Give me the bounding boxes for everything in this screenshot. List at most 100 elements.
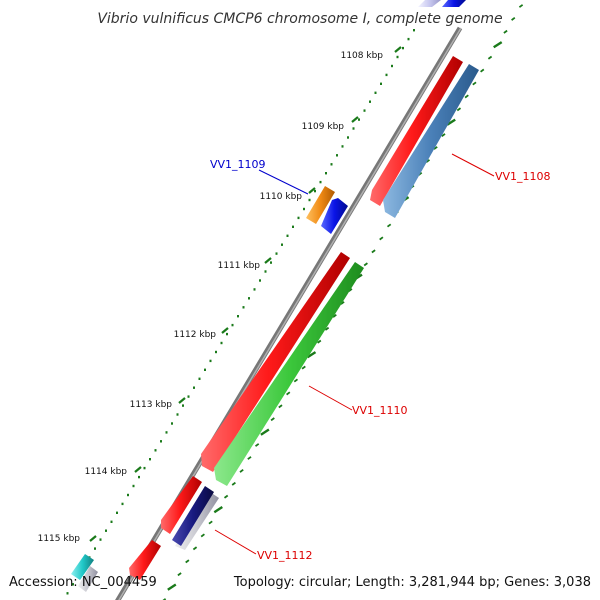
gene-vv1-1112-cds[interactable]: [172, 486, 214, 546]
map-title: Vibrio vulnificus CMCP6 chromosome I, co…: [97, 11, 502, 27]
outer-ring-tick: [301, 365, 306, 370]
ruler-dot: [292, 225, 294, 228]
ruler-dot: [341, 145, 344, 148]
ruler-tick: [394, 46, 402, 53]
ruler-dot: [220, 341, 223, 345]
gene-arrow[interactable]: [383, 64, 479, 218]
leader-line-vv1-1110: [308, 385, 353, 411]
gene-label-vv1-1109[interactable]: VV1_1109: [210, 158, 266, 171]
ruler-dot: [160, 440, 162, 443]
gene-arrow[interactable]: [71, 554, 94, 580]
outer-ring-tick: [213, 505, 223, 514]
gene-vv1-1108[interactable]: [370, 56, 463, 206]
gene-arrow[interactable]: [370, 56, 463, 206]
ruler-dot: [374, 91, 377, 94]
ruler-dot: [253, 288, 256, 291]
gene-label-vv1-1108[interactable]: VV1_1108: [495, 170, 551, 183]
gene-vv1-1108-cds[interactable]: [383, 64, 479, 218]
outer-ring-tick: [162, 598, 167, 600]
ruler-dot: [132, 484, 135, 488]
gene-vv1-1109-upstream[interactable]: [306, 186, 335, 224]
leader-line-vv1-1109: [258, 169, 309, 195]
ruler-dot: [204, 368, 206, 371]
outer-ring-tick: [511, 16, 516, 21]
ruler-dot: [281, 243, 283, 246]
outer-ring-tick: [493, 41, 503, 49]
ruler-dot: [226, 332, 228, 336]
outer-ring-tick: [231, 481, 236, 486]
ruler-dot: [66, 592, 69, 595]
outer-ring-tick: [208, 520, 213, 525]
ruler-dot: [121, 502, 124, 506]
gene-arrow[interactable]: [306, 186, 335, 224]
ruler-dot: [198, 377, 201, 380]
ruler-dot: [297, 216, 300, 220]
outer-ring-tick: [270, 417, 275, 422]
gene-label-vv1-1112[interactable]: VV1_1112: [257, 549, 313, 562]
ruler-dot: [105, 529, 107, 532]
gene-vv1-1109[interactable]: [321, 198, 348, 234]
gene-vv1-1110[interactable]: [201, 252, 350, 472]
outer-ring-tick: [167, 583, 177, 591]
gene-label-vv1-1110[interactable]: VV1_1110: [352, 404, 408, 417]
ruler-dot: [314, 189, 316, 193]
outer-ring-tick: [177, 572, 182, 577]
tick-label: 1109 kbp: [302, 122, 345, 132]
ruler-dot: [319, 180, 322, 184]
gene-arrow[interactable]: [161, 476, 202, 534]
ruler-major-ticks: [89, 46, 402, 542]
tick-label: 1108 kbp: [341, 51, 384, 61]
ruler-tick: [89, 535, 97, 542]
ruler-dot: [182, 404, 184, 407]
outer-ring-tick: [254, 443, 260, 447]
ruler-dot: [369, 100, 371, 103]
tick-label: 1110 kbp: [260, 192, 303, 202]
ruler-dot: [94, 547, 96, 550]
gene-vv1-1113[interactable]: [129, 540, 161, 580]
outer-ring-tick: [278, 404, 283, 409]
gene-vv1-1114[interactable]: [71, 554, 98, 592]
gene-arrow[interactable]: [321, 198, 348, 234]
outer-ring-tick: [247, 456, 252, 460]
outer-ring-tick: [433, 146, 438, 150]
ruler-dot: [259, 279, 261, 282]
tick-label: 1113 kbp: [130, 400, 173, 410]
gene-vv1-1107: [442, 0, 466, 7]
gene-arrow[interactable]: [201, 252, 350, 472]
gene-arrow[interactable]: [172, 486, 214, 546]
outer-ring-tick: [185, 559, 190, 564]
ruler-dot: [402, 46, 404, 50]
gene-arrow[interactable]: [214, 262, 364, 486]
ruler-dot: [110, 520, 113, 523]
genome-summary-text: Topology: circular; Length: 3,281,944 bp…: [233, 575, 591, 590]
outer-ring-tick: [472, 81, 477, 86]
outer-ring-ticks: [162, 4, 524, 600]
outer-ring-tick: [260, 428, 270, 436]
gene-vv1-1110-cds[interactable]: [214, 262, 364, 486]
ruler-dot: [363, 109, 366, 112]
gene-vv1-1107-grey: [418, 0, 441, 7]
ruler-dot: [149, 458, 151, 461]
ruler-dot: [187, 395, 190, 398]
ruler-dot: [116, 511, 118, 514]
ruler-tick: [134, 466, 142, 473]
ruler-tick-labels: 1108 kbp 1109 kbp 1110 kbp 1111 kbp 1112…: [38, 51, 384, 544]
ruler-minor-ticks: [66, 29, 415, 595]
gene-arrow[interactable]: [129, 540, 161, 580]
outer-ring-tick: [446, 118, 456, 126]
ruler-tick: [221, 327, 229, 334]
ruler-dot: [380, 82, 382, 85]
outer-ring-tick: [518, 4, 524, 8]
ruler-tick: [351, 116, 359, 123]
outer-ring-tick: [441, 133, 446, 138]
gene-vv1-1112[interactable]: [161, 476, 202, 534]
ruler-dot: [385, 73, 388, 77]
ruler-dot: [154, 449, 157, 452]
tick-label: 1112 kbp: [174, 330, 217, 340]
accession-text: Accession: NC_004459: [9, 575, 157, 590]
gene-arrow[interactable]: [78, 566, 98, 592]
ruler-dot: [231, 323, 234, 327]
outer-ring-tick: [456, 107, 462, 112]
